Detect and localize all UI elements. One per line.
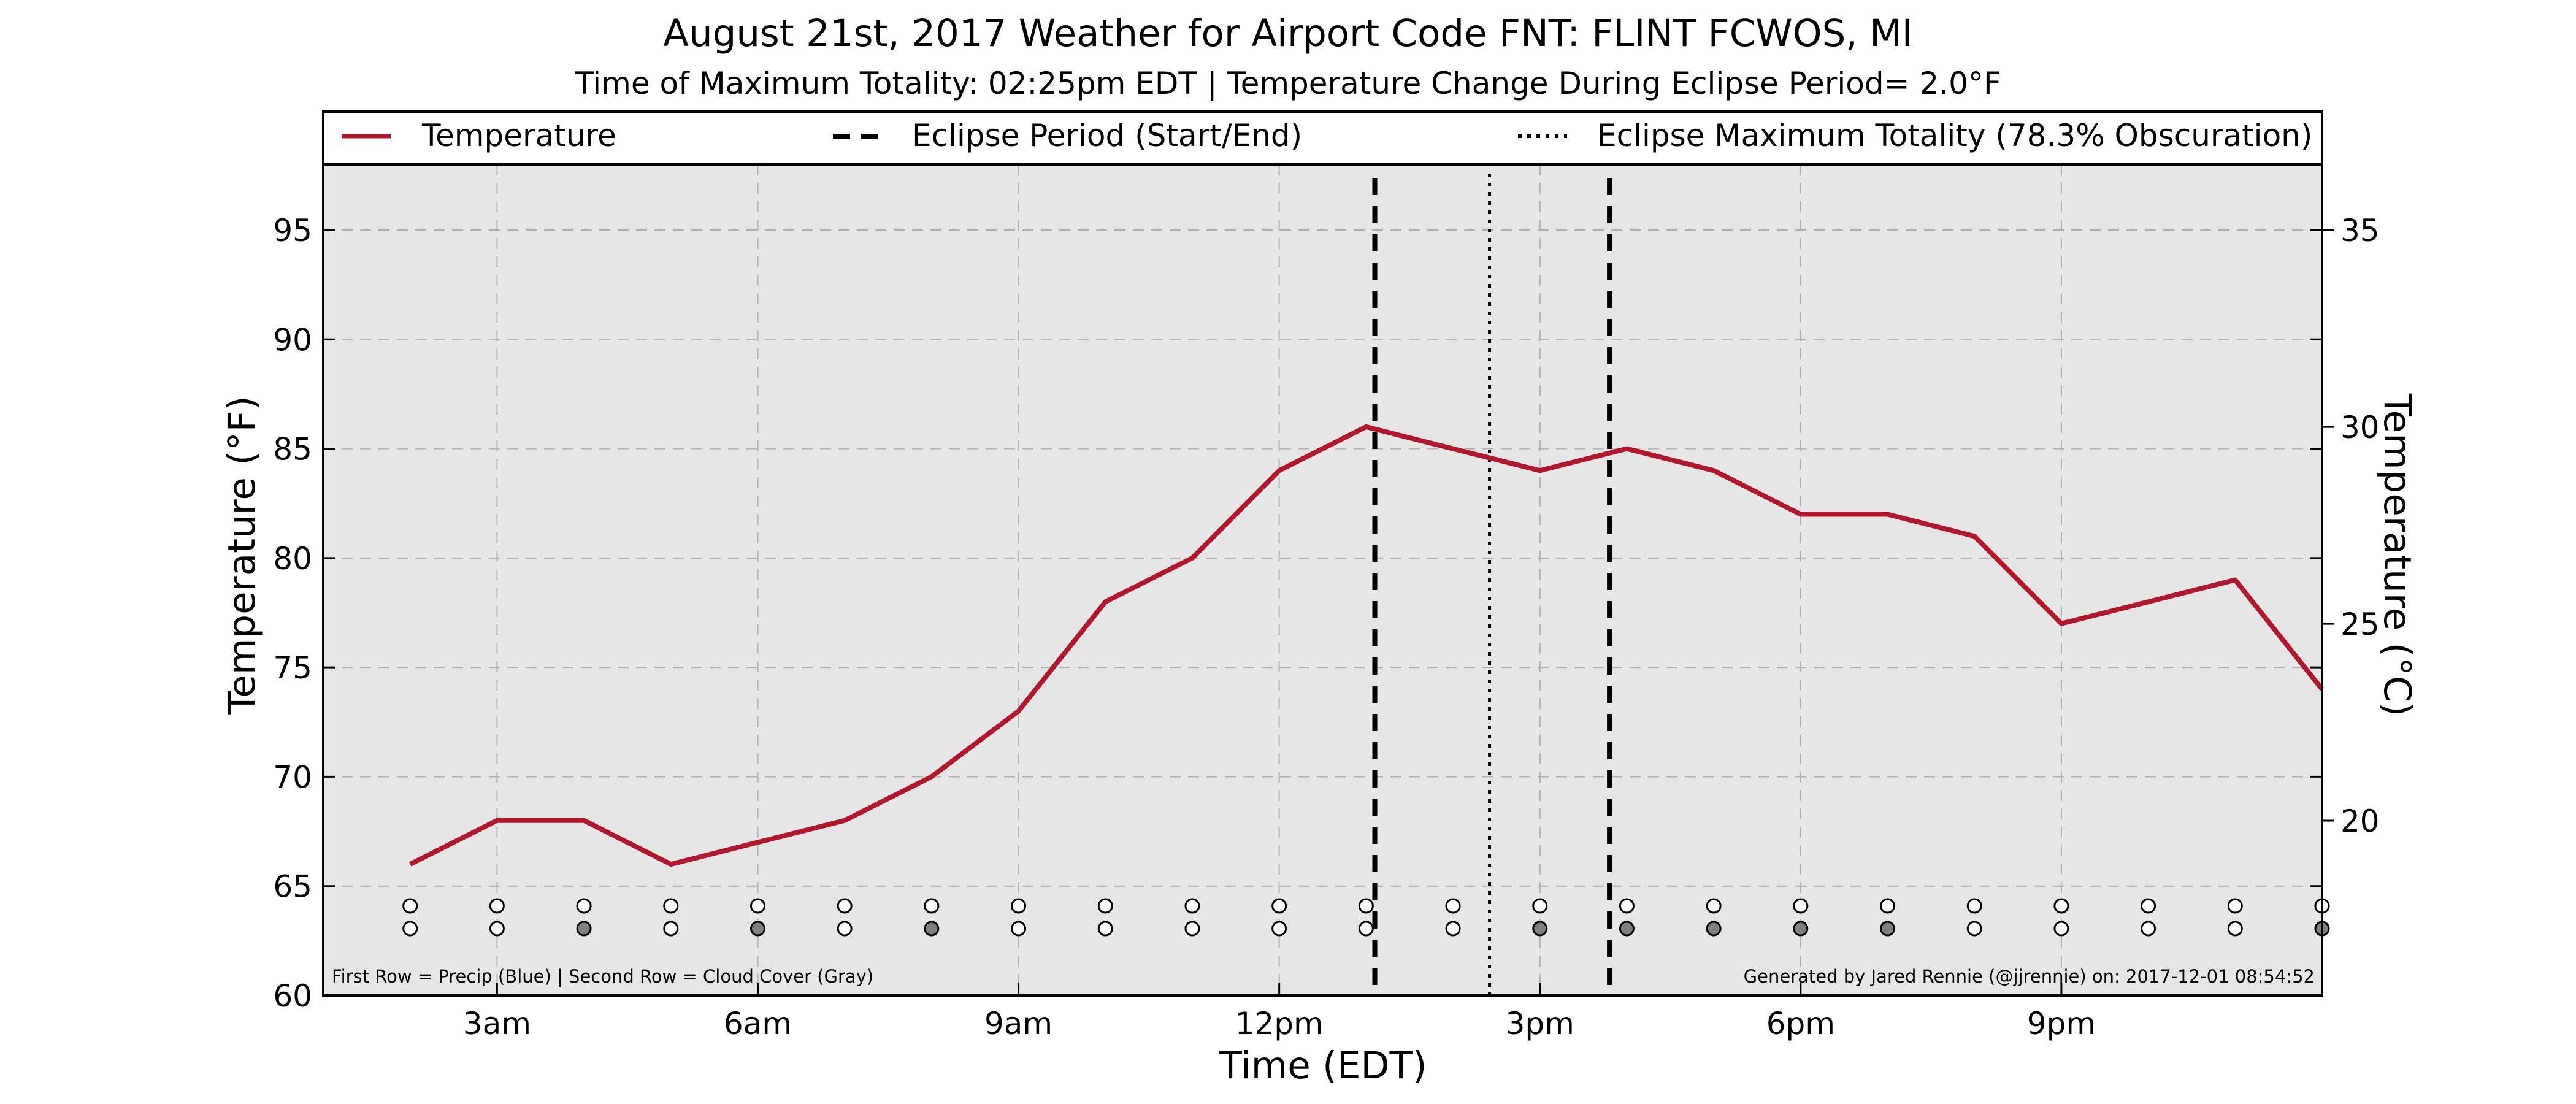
cloud-cover-marker: [1966, 921, 1982, 937]
cloud-cover-marker: [1706, 921, 1722, 937]
y-tick-label-right: 25: [2340, 607, 2380, 642]
y-axis-label-right: Temperature (°C): [2375, 393, 2419, 716]
precip-marker: [1184, 898, 1200, 914]
precip-marker: [1793, 898, 1809, 914]
series-line-temperature: [408, 424, 2325, 867]
chart-title: August 21st, 2017 Weather for Airport Co…: [663, 12, 1913, 55]
precip-marker: [1358, 898, 1374, 914]
cloud-cover-marker: [1358, 921, 1374, 937]
precip-marker: [1011, 898, 1027, 914]
cloud-cover-marker: [2227, 921, 2243, 937]
footnote-right: Generated by Jared Rennie (@jjrennie) on…: [1744, 966, 2315, 987]
x-tick-label: 12pm: [1235, 1006, 1324, 1041]
x-tick-label: 6pm: [1766, 1006, 1835, 1041]
cloud-cover-marker: [924, 921, 940, 937]
x-tick-label: 6am: [724, 1006, 792, 1041]
x-axis-label: Time (EDT): [1218, 1044, 1427, 1087]
footnote-left: First Row = Precip (Blue) | Second Row =…: [332, 966, 873, 987]
precip-marker: [837, 898, 853, 914]
y-tick-label-left: 65: [273, 869, 312, 905]
cloud-cover-marker: [2141, 921, 2156, 937]
precip-marker: [1706, 898, 1722, 914]
precip-marker: [924, 898, 940, 914]
y-tick-label-left: 80: [273, 541, 312, 577]
cloud-cover-marker: [837, 921, 853, 937]
cloud-cover-marker: [1532, 921, 1548, 937]
plot-frame: [322, 110, 2323, 997]
y-tick-label-left: 70: [273, 759, 312, 795]
y-axis-label-left: Temperature (°F): [220, 396, 264, 715]
x-tick-label: 9pm: [2027, 1006, 2096, 1041]
precip-marker: [576, 898, 592, 914]
cloud-cover-marker: [489, 921, 505, 937]
x-tick-label: 3am: [463, 1006, 531, 1041]
cloud-cover-marker: [576, 921, 592, 937]
precip-marker: [1097, 898, 1113, 914]
cloud-cover-marker: [1184, 921, 1200, 937]
y-tick-label-left: 75: [273, 650, 312, 686]
cloud-cover-marker: [1097, 921, 1113, 937]
plot-area: [323, 164, 2322, 995]
cloud-cover-marker: [2053, 921, 2069, 937]
precip-marker: [1619, 898, 1635, 914]
precip-marker: [1445, 898, 1461, 914]
legend-label-temperature: Temperature: [421, 118, 616, 153]
precip-marker: [489, 898, 505, 914]
cloud-cover-marker: [1793, 921, 1809, 937]
cloud-cover-marker: [402, 921, 418, 937]
cloud-cover-marker: [663, 921, 679, 937]
eclipse-lines: [1372, 174, 1612, 995]
chart-subtitle: Time of Maximum Totality: 02:25pm EDT | …: [574, 66, 2001, 101]
y-tick-label-left: 85: [273, 432, 312, 467]
legend-label-max-totality: Eclipse Maximum Totality (78.3% Obscurat…: [1597, 118, 2312, 153]
precip-marker: [1532, 898, 1548, 914]
cloud-cover-marker: [1619, 921, 1635, 937]
y-tick-label-right: 20: [2340, 803, 2380, 839]
cloud-cover-marker: [1445, 921, 1461, 937]
legend-label-eclipse-period: Eclipse Period (Start/End): [912, 118, 1302, 153]
precip-marker: [1271, 898, 1287, 914]
cloud-cover-marker: [1880, 921, 1896, 937]
y-tick-label-right: 35: [2340, 213, 2380, 248]
cloud-cover-marker: [1271, 921, 1287, 937]
x-tick-label: 3pm: [1506, 1006, 1574, 1041]
weather-markers: [402, 898, 2330, 937]
x-tick-label: 9am: [984, 1006, 1052, 1041]
precip-marker: [1966, 898, 1982, 914]
precip-marker: [749, 898, 765, 914]
axes-group: 60 65 70 75 80 85 90 95 3am 6am 9am 12pm 3pm 6pm 9pm 20…: [273, 213, 2379, 1041]
cloud-cover-marker: [749, 921, 765, 937]
precip-marker: [663, 898, 679, 914]
precip-marker: [2053, 898, 2069, 914]
y-tick-label-right: 30: [2340, 410, 2380, 445]
y-tick-label-left: 60: [273, 978, 312, 1014]
series-group: [408, 424, 2325, 867]
y-tick-label-left: 95: [273, 213, 312, 248]
precip-marker: [2227, 898, 2243, 914]
cloud-cover-marker: [1011, 921, 1027, 937]
y-tick-label-left: 90: [273, 322, 312, 358]
legend-box: [322, 110, 2323, 166]
precip-marker: [402, 898, 418, 914]
precip-marker: [2141, 898, 2156, 914]
precip-marker: [1880, 898, 1896, 914]
